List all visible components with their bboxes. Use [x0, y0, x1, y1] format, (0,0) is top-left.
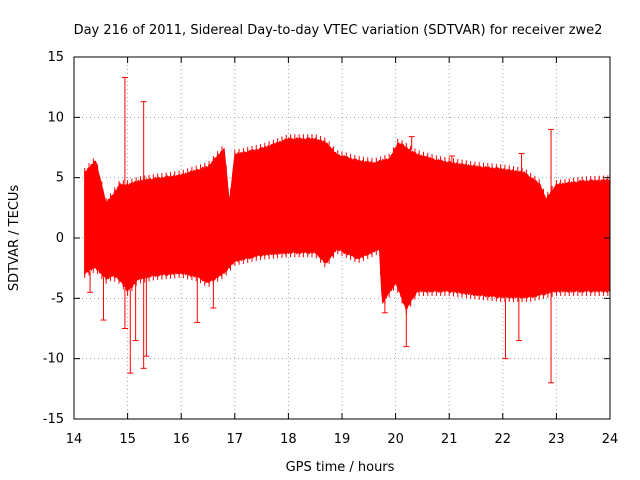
y-tick-label: -5 — [51, 291, 64, 306]
y-tick-label: -15 — [43, 412, 64, 427]
x-tick-label: 19 — [334, 432, 351, 447]
x-tick-label: 14 — [66, 432, 83, 447]
x-tick-label: 24 — [602, 432, 619, 447]
x-tick-label: 15 — [119, 432, 136, 447]
y-tick-label: 15 — [47, 50, 64, 65]
x-tick-label: 17 — [227, 432, 244, 447]
x-tick-label: 21 — [441, 432, 458, 447]
x-tick-label: 18 — [280, 432, 297, 447]
y-axis-label: SDTVAR / TECUs — [7, 185, 22, 292]
y-tick-label: -10 — [43, 352, 64, 367]
data-series — [84, 77, 611, 384]
y-tick-label: 10 — [47, 110, 64, 125]
x-axis-label: GPS time / hours — [286, 460, 395, 475]
axis-ticks: 14 15 16 17 18 19 20 21 22 23 24 15 10 5 0 -5 -10 -15 — [43, 50, 619, 447]
x-tick-label: 20 — [387, 432, 404, 447]
x-tick-label: 23 — [548, 432, 565, 447]
y-tick-label: 5 — [56, 171, 64, 186]
y-tick-label: 0 — [56, 231, 64, 246]
error-band — [84, 137, 611, 312]
chart-title: Day 216 of 2011, Sidereal Day-to-day VTE… — [74, 23, 603, 38]
x-tick-label: 22 — [495, 432, 512, 447]
x-tick-label: 16 — [173, 432, 190, 447]
